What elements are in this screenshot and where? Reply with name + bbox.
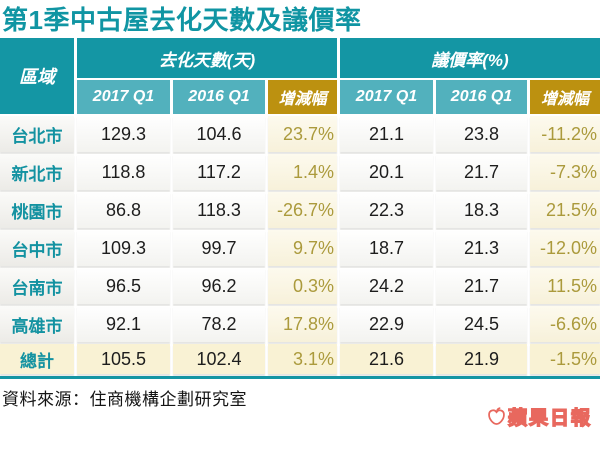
- days-2016-value: 104.6: [173, 116, 265, 152]
- days-change-value: -26.7%: [268, 192, 337, 228]
- days-change-value: 23.7%: [268, 116, 337, 152]
- days-2016-value: 96.2: [173, 268, 265, 304]
- region-label: 台中市: [0, 230, 74, 266]
- rate-2016-value: 21.7: [436, 154, 527, 190]
- rate-2017-value: 21.1: [340, 116, 433, 152]
- column-group-days: 去化天數(天): [77, 38, 337, 78]
- rate-change-value: -6.6%: [530, 306, 600, 342]
- column-group-rate: 議價率(%): [340, 38, 600, 78]
- column-header-days-2017: 2017 Q1: [77, 80, 170, 114]
- rate-change-value: 11.5%: [530, 268, 600, 304]
- rate-2017-value: 24.2: [340, 268, 433, 304]
- region-label: 台南市: [0, 268, 74, 304]
- days-2016-value: 117.2: [173, 154, 265, 190]
- rate-2016-value: 18.3: [436, 192, 527, 228]
- rate-2017-value: 20.1: [340, 154, 433, 190]
- days-change-value: 1.4%: [268, 154, 337, 190]
- footer: 資料來源：住商機構企劃研究室 蘋果日報: [0, 379, 600, 430]
- column-header-region: 區域: [0, 38, 74, 114]
- data-table: 區域 去化天數(天) 議價率(%) 2017 Q1 2016 Q1 增減幅 20…: [0, 38, 600, 374]
- rate-2017-total: 21.6: [340, 344, 433, 374]
- publisher-name: 蘋果日報: [507, 407, 592, 429]
- column-header-days-change: 增減幅: [268, 80, 337, 114]
- days-2017-value: 96.5: [77, 268, 170, 304]
- region-label: 高雄市: [0, 306, 74, 342]
- days-change-value: 17.8%: [268, 306, 337, 342]
- rate-2017-value: 22.3: [340, 192, 433, 228]
- apple-logo-icon: [486, 406, 507, 427]
- days-2017-value: 109.3: [77, 230, 170, 266]
- column-header-rate-2016: 2016 Q1: [436, 80, 527, 114]
- rate-change-value: -7.3%: [530, 154, 600, 190]
- rate-2016-value: 21.3: [436, 230, 527, 266]
- region-label: 新北市: [0, 154, 74, 190]
- days-2017-value: 118.8: [77, 154, 170, 190]
- rate-change-value: -12.0%: [530, 230, 600, 266]
- column-header-rate-2017: 2017 Q1: [340, 80, 433, 114]
- total-label: 總計: [0, 344, 74, 374]
- rate-change-value: 21.5%: [530, 192, 600, 228]
- page-title: 第1季中古屋去化天數及議價率: [2, 5, 362, 35]
- days-2017-value: 129.3: [77, 116, 170, 152]
- days-2016-value: 99.7: [173, 230, 265, 266]
- table-bottom-border: [0, 376, 600, 379]
- days-2017-value: 92.1: [77, 306, 170, 342]
- days-2017-value: 86.8: [77, 192, 170, 228]
- days-change-value: 9.7%: [268, 230, 337, 266]
- data-source-note: 資料來源：住商機構企劃研究室: [2, 390, 247, 409]
- region-label: 台北市: [0, 116, 74, 152]
- days-2016-value: 118.3: [173, 192, 265, 228]
- rate-2016-value: 24.5: [436, 306, 527, 342]
- days-2017-total: 105.5: [77, 344, 170, 374]
- rate-change-total: -1.5%: [530, 344, 600, 374]
- publisher-logo: 蘋果日報: [486, 403, 592, 430]
- rate-2017-value: 18.7: [340, 230, 433, 266]
- column-header-rate-change: 增減幅: [530, 80, 600, 114]
- days-2016-total: 102.4: [173, 344, 265, 374]
- rate-2016-value: 21.7: [436, 268, 527, 304]
- rate-2016-total: 21.9: [436, 344, 527, 374]
- days-change-value: 0.3%: [268, 268, 337, 304]
- days-2016-value: 78.2: [173, 306, 265, 342]
- rate-change-value: -11.2%: [530, 116, 600, 152]
- region-label: 桃園市: [0, 192, 74, 228]
- rate-2016-value: 23.8: [436, 116, 527, 152]
- days-change-total: 3.1%: [268, 344, 337, 374]
- rate-2017-value: 22.9: [340, 306, 433, 342]
- column-header-days-2016: 2016 Q1: [173, 80, 265, 114]
